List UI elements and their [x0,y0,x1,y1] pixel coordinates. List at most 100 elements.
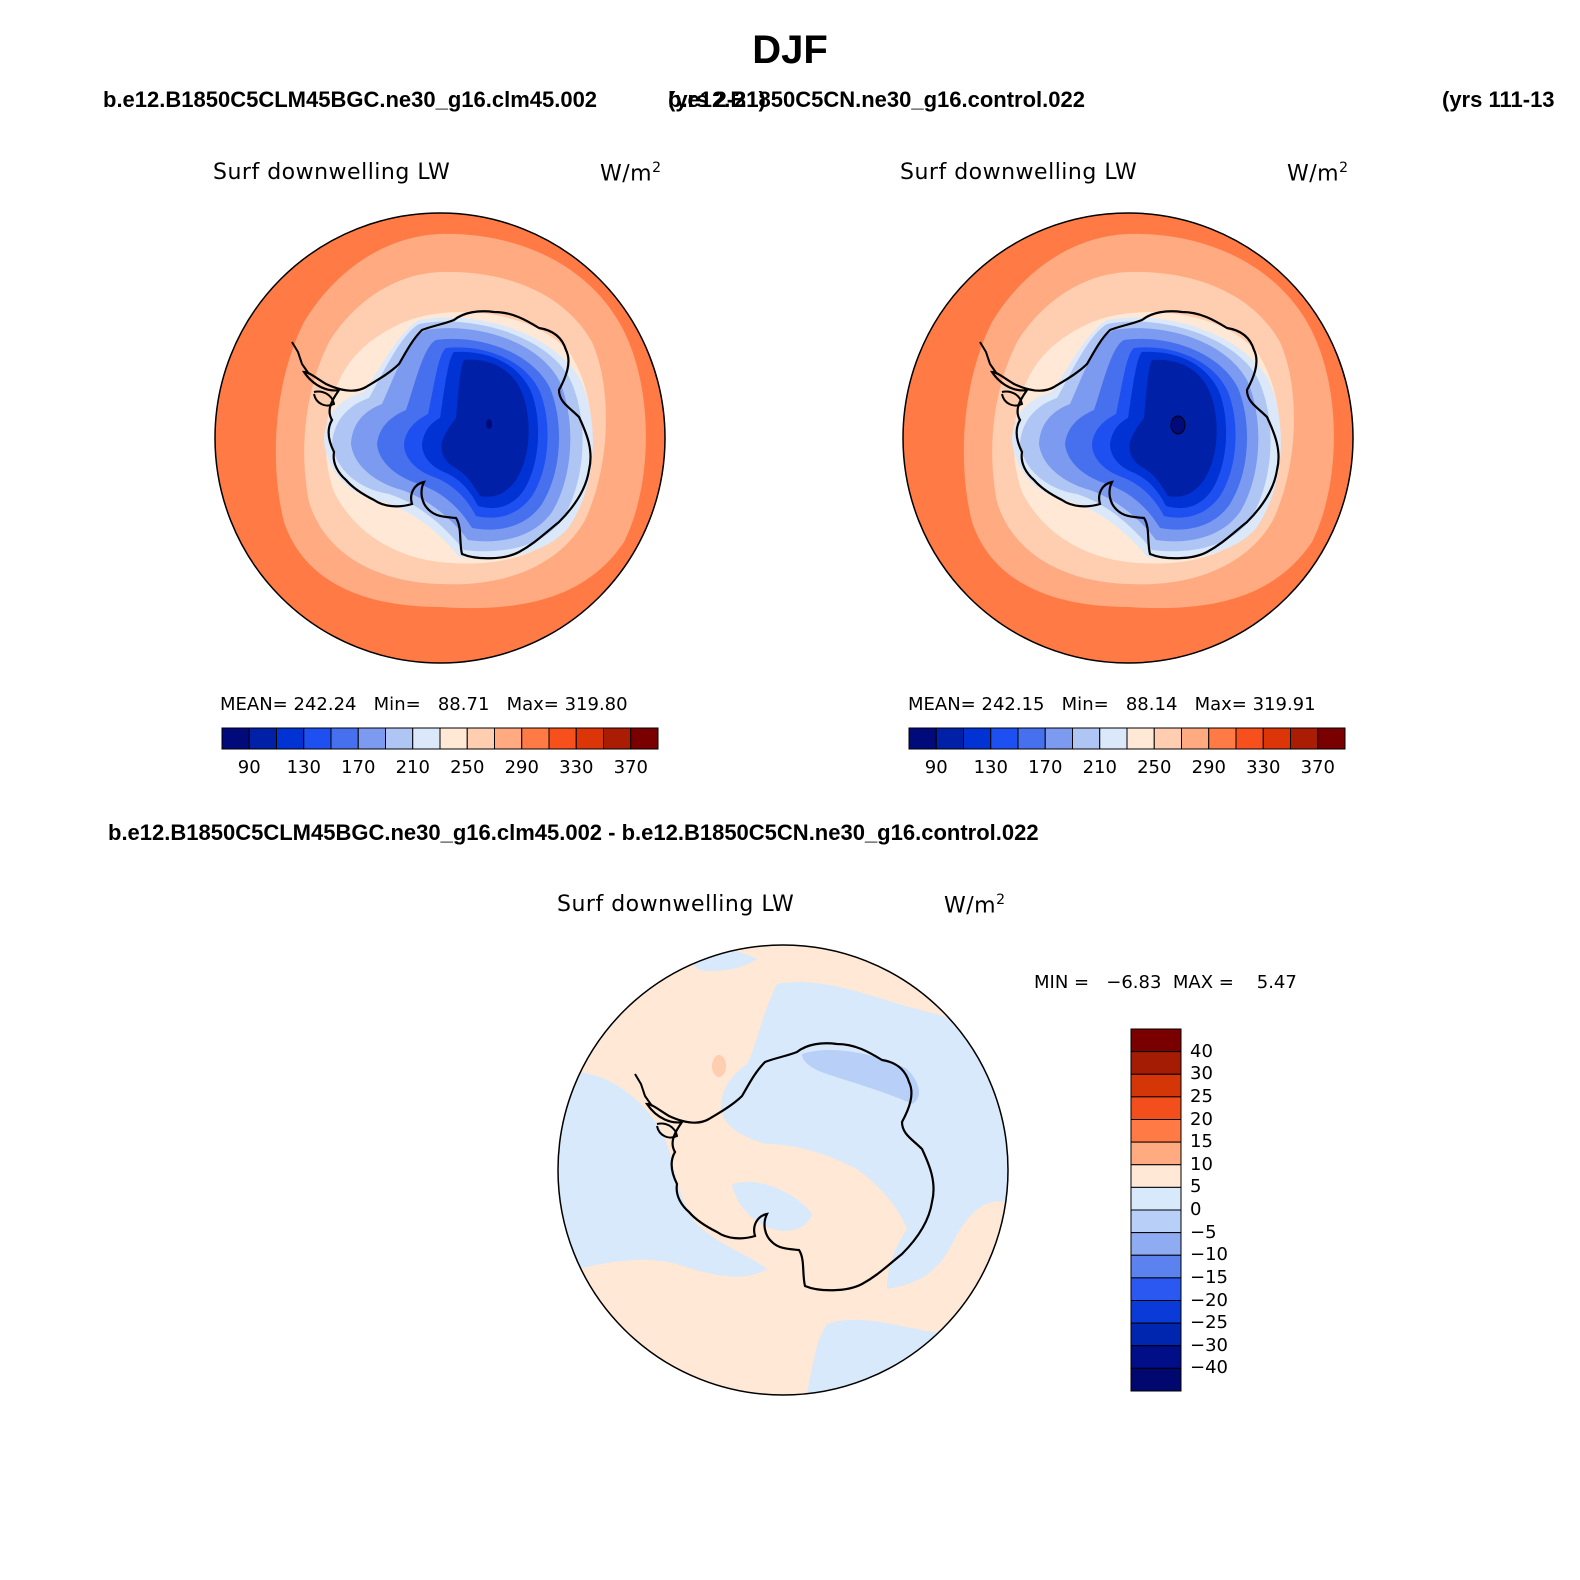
legend-swatch [1130,1322,1182,1347]
case1-years: (yrs 2-21) [668,87,766,112]
colorbar-swatch [1017,727,1046,750]
diff-map-border [557,944,1009,1396]
legend-swatch [1130,1141,1182,1166]
legend-swatch [1130,1028,1182,1053]
colorbar-tick-label: 170 [1028,757,1063,778]
colorbar-tick-label: 250 [450,757,485,778]
colorbar-swatch [385,727,414,750]
colorbar-tick-label: 330 [1246,757,1281,778]
panel1-map-border [214,212,666,664]
colorbar-swatch [908,727,937,750]
panel2-coastline [989,310,1280,560]
colorbar-swatch [1099,727,1128,750]
legend-swatch [1130,1186,1182,1211]
legend-label: −30 [1190,1334,1228,1356]
colorbar-tick-label: 130 [973,757,1008,778]
colorbar-swatch [1317,727,1346,750]
diff-legend [1130,1028,1182,1392]
panel2-units: W/m2 [1287,160,1349,187]
legend-label: 40 [1190,1040,1213,1062]
panel2-map [902,212,1354,664]
legend-label: −10 [1190,1244,1228,1266]
panel1-units: W/m2 [600,160,662,187]
colorbar-swatch [1153,727,1182,750]
legend-swatch [1130,1254,1182,1279]
case2-years: (yrs 111-13 [1442,87,1555,112]
colorbar-swatch [276,727,305,750]
legend-swatch [1130,1300,1182,1324]
colorbar-swatch [1126,727,1155,750]
panel1-peninsula [291,341,336,407]
legend-label: 10 [1190,1153,1213,1175]
colorbar-swatch [548,727,577,750]
diff-title: b.e12.B1850C5CLM45BGC.ne30_g16.clm45.002… [108,820,1039,845]
colorbar-swatch [1235,727,1264,750]
legend-label: 30 [1190,1063,1213,1085]
panel2-stats: MEAN= 242.15 Min= 88.14 Max= 319.91 [908,694,1316,715]
diff-neg-region-east [721,981,1008,1289]
colorbar-swatch [1208,727,1237,750]
colorbar-tick-label: 210 [1082,757,1117,778]
panel1-variable: Surf downwelling LW [213,160,451,185]
diff-neg-patch-10 [802,1049,919,1104]
legend-label: −25 [1190,1312,1228,1334]
diff-units: W/m2 [944,892,1006,919]
case2-title: b.e12.B1850C5CN.ne30_g16.control.022 [668,87,1085,112]
colorbar-tick-label: 90 [237,757,261,778]
legend-label: −5 [1190,1221,1217,1243]
legend-label: 0 [1190,1199,1202,1220]
colorbar-tick-label: 330 [559,757,594,778]
legend-label: 5 [1190,1176,1202,1198]
colorbar-swatch [357,727,386,750]
colorbar-tick-label: 210 [395,757,430,778]
panel1-band-100 [441,359,529,497]
diff-coastline [644,1042,935,1292]
colorbar-swatch [303,727,332,750]
colorbar-swatch [1290,727,1319,750]
legend-swatch [1130,1096,1182,1120]
colorbar-swatch [330,727,359,750]
legend-label: 20 [1190,1108,1213,1130]
diff-peninsula [634,1073,679,1139]
panel1-colorbar [221,727,659,750]
colorbar-swatch [412,727,441,750]
panel1-stats: MEAN= 242.24 Min= 88.71 Max= 319.80 [220,694,628,715]
panel1-coastline [301,310,592,560]
colorbar-swatch [963,727,992,750]
legend-swatch [1130,1073,1182,1098]
colorbar-tick-label: 290 [1191,757,1226,778]
legend-label: 25 [1190,1085,1213,1107]
colorbar-swatch [466,727,495,750]
panel1-map [214,212,666,664]
legend-label: −40 [1190,1357,1228,1379]
diff-neg-region-ross [732,1182,812,1231]
panel2-min-spot [1170,415,1186,435]
legend-swatch [1130,1232,1182,1256]
colorbar-swatch [935,727,964,750]
colorbar-tick-label: 250 [1137,757,1172,778]
colorbar-swatch [575,727,604,750]
diff-minmax: MIN = −6.83 MAX = 5.47 [1034,972,1297,993]
case1-title: b.e12.B1850C5CLM45BGC.ne30_g16.clm45.002 [103,87,598,112]
colorbar-swatch [221,727,250,750]
legend-label: 15 [1190,1131,1213,1153]
diff-pos-patch [712,1055,726,1077]
colorbar-swatch [990,727,1019,750]
colorbar-swatch [630,727,659,750]
season-title: DJF [752,28,828,72]
legend-label: −20 [1190,1289,1228,1311]
colorbar-tick-label: 130 [286,757,321,778]
colorbar-tick-label: 170 [341,757,376,778]
colorbar-swatch [521,727,550,750]
colorbar-swatch [603,727,632,750]
legend-swatch [1130,1367,1182,1392]
colorbar-tick-label: 370 [1300,757,1335,778]
colorbar-tick-label: 370 [613,757,648,778]
panel2-variable: Surf downwelling LW [900,160,1138,185]
legend-swatch [1130,1345,1182,1369]
legend-swatch [1130,1209,1182,1234]
panel2-map-border [902,212,1354,664]
legend-swatch [1130,1277,1182,1301]
colorbar-swatch [494,727,523,750]
colorbar-tick-label: 90 [924,757,948,778]
